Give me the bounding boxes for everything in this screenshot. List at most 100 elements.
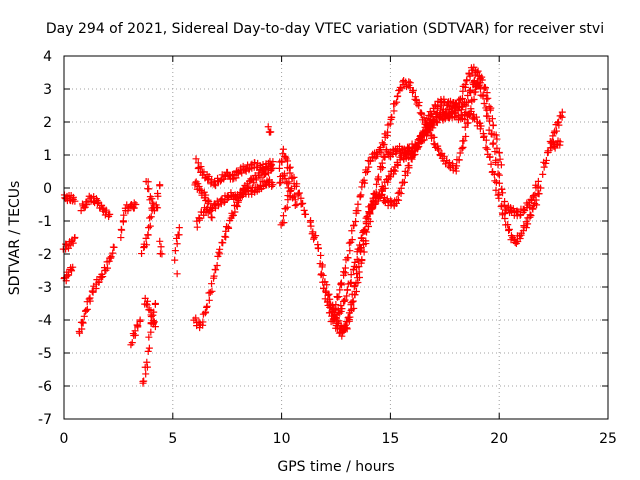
data-point — [484, 94, 492, 102]
data-point — [302, 210, 310, 218]
data-point — [173, 240, 181, 248]
data-point — [175, 224, 183, 232]
data-point — [322, 287, 330, 295]
data-point — [229, 175, 237, 183]
data-point — [394, 161, 402, 169]
data-point — [312, 232, 320, 240]
data-point — [445, 159, 453, 167]
data-point — [509, 205, 517, 213]
data-point — [140, 377, 148, 385]
data-point — [107, 254, 115, 262]
data-point — [279, 145, 287, 153]
data-point — [348, 290, 356, 298]
data-point — [358, 234, 366, 242]
data-point — [332, 301, 340, 309]
data-point — [461, 123, 469, 131]
data-point — [487, 160, 495, 168]
y-tick-label: -2 — [38, 247, 52, 263]
data-point — [203, 302, 211, 310]
data-point — [222, 233, 230, 241]
data-point — [216, 245, 224, 253]
data-point — [489, 122, 497, 130]
data-point — [145, 224, 153, 232]
data-point — [314, 245, 322, 253]
data-point — [95, 278, 103, 286]
data-point — [267, 128, 275, 136]
data-point — [298, 200, 306, 208]
data-point — [204, 196, 212, 204]
data-point — [86, 294, 94, 302]
data-point — [281, 174, 289, 182]
data-point — [343, 286, 351, 294]
data-point — [350, 304, 358, 312]
data-point — [460, 137, 468, 145]
data-point — [337, 279, 345, 287]
data-point — [276, 179, 284, 187]
data-point — [489, 140, 497, 148]
data-point — [264, 123, 272, 131]
data-point — [493, 135, 501, 143]
x-axis-label: GPS time / hours — [277, 459, 394, 475]
data-point — [78, 325, 86, 333]
data-point — [472, 113, 480, 121]
data-point — [409, 87, 417, 95]
data-point — [206, 288, 214, 296]
data-point — [493, 144, 501, 152]
data-point — [347, 278, 355, 286]
data-point — [293, 201, 301, 208]
data-point — [97, 273, 105, 281]
y-tick-label: -3 — [38, 280, 52, 296]
data-point — [151, 323, 159, 331]
data-point — [69, 263, 77, 271]
data-point — [478, 76, 486, 84]
data-point — [280, 219, 288, 227]
data-point — [510, 235, 518, 243]
data-point — [516, 235, 524, 243]
data-point — [65, 271, 73, 279]
x-tick-label: 15 — [381, 431, 399, 447]
data-point — [217, 200, 225, 208]
data-point — [492, 131, 500, 139]
data-point — [343, 292, 351, 300]
data-point — [488, 115, 496, 123]
data-point — [143, 363, 151, 371]
data-point — [335, 293, 343, 301]
x-tick-label: 0 — [60, 431, 69, 447]
data-point — [381, 184, 389, 192]
data-point — [208, 214, 216, 222]
data-point — [349, 298, 357, 306]
data-point — [347, 271, 355, 279]
y-tick-label: 1 — [43, 148, 52, 164]
data-point — [94, 198, 102, 206]
data-point — [205, 296, 213, 304]
data-point — [300, 206, 308, 214]
data-point — [554, 118, 562, 126]
data-point — [430, 133, 438, 141]
data-point — [391, 100, 399, 108]
data-point — [224, 223, 232, 231]
data-point — [145, 333, 153, 341]
data-point — [295, 189, 303, 197]
data-point — [144, 347, 152, 355]
data-point — [511, 236, 519, 244]
data-point — [486, 153, 494, 161]
data-point — [210, 272, 218, 280]
x-tick-label: 10 — [273, 431, 291, 447]
data-point — [494, 170, 502, 178]
data-point — [142, 370, 150, 378]
data-point — [151, 300, 159, 307]
data-point — [145, 344, 153, 352]
data-point — [395, 188, 403, 196]
data-point — [124, 207, 132, 215]
data-point — [291, 192, 299, 200]
data-point — [208, 287, 216, 295]
data-point — [238, 169, 246, 177]
data-point — [422, 120, 430, 128]
data-point — [419, 131, 427, 139]
data-point — [470, 63, 478, 71]
data-point — [68, 267, 76, 275]
data-point — [328, 307, 336, 315]
data-point — [464, 98, 472, 106]
data-point — [109, 249, 117, 257]
y-tick-label: -1 — [38, 214, 52, 230]
